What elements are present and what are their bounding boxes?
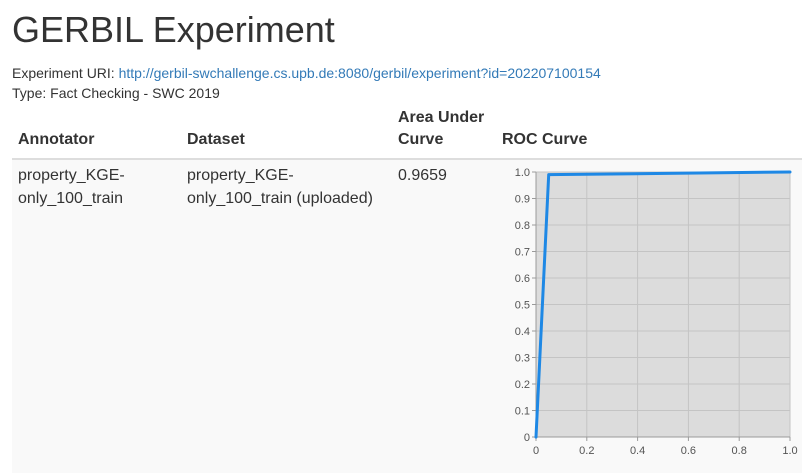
header-roc-curve[interactable]: ROC Curve <box>502 131 588 148</box>
y-tick-label: 0.3 <box>515 353 530 365</box>
y-tick-label: 0.8 <box>515 220 530 232</box>
experiment-type-line: Type: Fact Checking - SWC 2019 <box>12 84 220 102</box>
experiment-uri-link[interactable]: http://gerbil-swchallenge.cs.upb.de:8080… <box>118 65 601 81</box>
annotator-cell-line2: only_100_train <box>18 190 123 207</box>
experiment-uri-line: Experiment URI: http://gerbil-swchalleng… <box>12 64 601 82</box>
annotator-cell-line1: property_KGE- <box>18 167 125 184</box>
header-dataset[interactable]: Dataset <box>187 131 245 148</box>
y-tick-label: 0 <box>524 432 530 444</box>
dataset-cell-line2: only_100_train (uploaded) <box>187 190 373 207</box>
header-annotator[interactable]: Annotator <box>18 131 95 148</box>
page-title: GERBIL Experiment <box>12 9 335 50</box>
x-tick-label: 0.8 <box>732 445 747 457</box>
y-tick-label: 0.7 <box>515 247 530 259</box>
y-tick-label: 0.1 <box>515 406 530 418</box>
x-tick-label: 1.0 <box>782 445 797 457</box>
y-tick-label: 1.0 <box>515 167 530 179</box>
y-tick-label: 0.9 <box>515 194 530 206</box>
roc-chart-svg: 0 0.2 0.4 0.6 0.8 1.0 0 0.1 0.2 0.3 0.4 0.5 0.6 0.7 0.… <box>515 167 798 457</box>
header-divider <box>12 158 802 160</box>
x-tick-label: 0 <box>533 445 539 457</box>
auc-cell: 0.9659 <box>398 167 447 184</box>
x-tick-label: 0.6 <box>681 445 696 457</box>
y-tick-label: 0.5 <box>515 300 530 312</box>
roc-chart: 0 0.2 0.4 0.6 0.8 1.0 0 0.1 0.2 0.3 0.4 0.5 0.6 0.7 0.… <box>498 164 802 473</box>
x-tick-label: 0.4 <box>630 445 645 457</box>
experiment-type-label: Type: <box>12 85 51 101</box>
y-tick-label: 0.4 <box>515 326 530 338</box>
y-tick-label: 0.2 <box>515 379 530 391</box>
experiment-type-value: Fact Checking - SWC 2019 <box>50 85 220 101</box>
header-auc-line1[interactable]: Area Under <box>398 109 485 126</box>
results-table: Annotator Dataset Area Under Curve ROC C… <box>12 106 802 473</box>
y-tick-label: 0.6 <box>515 273 530 285</box>
x-tick-label: 0.2 <box>579 445 594 457</box>
header-auc-line2[interactable]: Curve <box>398 131 444 148</box>
dataset-cell-line1: property_KGE- <box>187 167 294 184</box>
experiment-uri-label: Experiment URI: <box>12 65 119 81</box>
